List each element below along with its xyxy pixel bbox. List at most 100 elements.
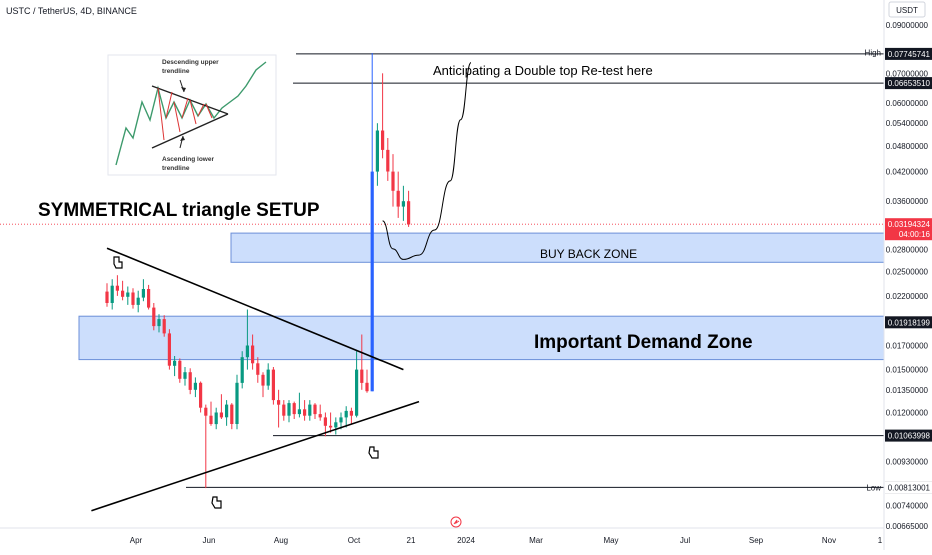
- candle: [277, 389, 281, 428]
- candle: [110, 279, 114, 310]
- price-tick-label: 0.05400000: [886, 119, 929, 128]
- candle: [240, 351, 244, 389]
- candle: [349, 407, 353, 424]
- price-tick-label: 0.00665000: [886, 522, 929, 531]
- candle: [261, 372, 265, 398]
- time-axis-label: Jul: [680, 536, 690, 545]
- candle: [360, 334, 364, 390]
- price-tick-label: 0.04800000: [886, 142, 929, 151]
- price-badge-tag: High: [865, 49, 881, 58]
- candle: [313, 403, 317, 419]
- levels-layer: [0, 53, 884, 488]
- price-badges: 0.07800000High0.077457410.066535100.0319…: [865, 46, 932, 494]
- candle: [209, 401, 213, 426]
- pointer-hand-icon: [368, 446, 379, 459]
- price-tick-label: 0.07000000: [886, 69, 929, 78]
- setup-title: SYMMETRICAL triangle SETUP: [38, 200, 320, 221]
- price-badge: 0.06653510: [885, 77, 932, 90]
- price-tick-label: 0.00930000: [886, 458, 929, 467]
- candle: [115, 275, 119, 296]
- candle: [287, 400, 291, 423]
- price-badge-value: 0.00813001: [888, 483, 931, 492]
- candle: [256, 357, 260, 383]
- candle: [147, 284, 151, 310]
- time-axis-label: Aug: [274, 536, 288, 545]
- candle: [225, 400, 229, 426]
- buy-back-zone-label: BUY BACK ZONE: [540, 247, 637, 261]
- candle: [214, 407, 218, 430]
- price-badge-value: 0.01918199: [888, 318, 931, 327]
- candle: [219, 394, 223, 419]
- candle: [152, 303, 156, 331]
- zone-rect[interactable]: [230, 232, 885, 263]
- candle: [370, 53, 374, 392]
- candle: [401, 185, 405, 221]
- price-tick-label: 0.06000000: [886, 99, 929, 108]
- candle: [303, 400, 307, 421]
- price-tick-label: 0.00740000: [886, 501, 929, 510]
- inset-lower-label-1: Ascending lower: [162, 156, 214, 163]
- time-axis-label: 21: [407, 536, 416, 545]
- price-badge-value: 0.07745741: [888, 50, 931, 59]
- time-axis-label: 2024: [457, 536, 475, 545]
- symbol-title: USTC / TetherUS, 4D, BINANCE: [6, 6, 137, 16]
- candle: [204, 404, 208, 489]
- price-badge: 0.01063998: [885, 429, 932, 442]
- time-axis-label: Sep: [749, 536, 764, 545]
- zone-rect[interactable]: [78, 315, 885, 361]
- candle: [126, 286, 130, 305]
- tradingview-logo-icon: [450, 516, 462, 528]
- time-axis-label: Mar: [529, 536, 543, 545]
- projection-curve[interactable]: [382, 62, 472, 260]
- candle: [329, 412, 333, 433]
- candles-layer: [105, 53, 411, 489]
- candle: [136, 290, 140, 313]
- time-axis[interactable]: Apr Jun Aug Oct 21 2024 Mar May Jul Sep Nov 1: [130, 536, 883, 545]
- candle: [407, 190, 411, 227]
- price-axis-bg[interactable]: [884, 0, 932, 550]
- price-tick-label: 0.01700000: [886, 342, 929, 351]
- price-tick-label: 0.04200000: [886, 168, 929, 177]
- price-badge: 0.00813001 Low: [866, 481, 932, 494]
- currency-badge-label: USDT: [896, 6, 918, 15]
- price-badge-value: 0.01063998: [888, 432, 931, 441]
- currency-badge[interactable]: USDT: [888, 1, 926, 18]
- candle: [386, 138, 390, 181]
- price-tick-label: 0.09000000: [886, 21, 929, 30]
- price-badge-value: 0.06653510: [888, 79, 931, 88]
- inset-triangle-diagram: Descending upper trendline Ascending low…: [107, 54, 277, 176]
- price-tick-label: 0.02500000: [886, 267, 929, 276]
- price-badge-countdown: 04:00:16: [899, 230, 931, 239]
- candle: [167, 329, 171, 370]
- trendline[interactable]: [106, 247, 404, 371]
- inset-upper-label-1: Descending upper: [162, 59, 219, 66]
- candle: [121, 280, 125, 301]
- price-tick-label: 0.01200000: [886, 409, 929, 418]
- pointer-hand-icon: [211, 496, 222, 509]
- candle: [396, 171, 400, 218]
- candle: [162, 315, 166, 337]
- candle: [199, 381, 203, 413]
- candle: [391, 154, 395, 207]
- candle: [297, 392, 301, 418]
- candle: [131, 288, 135, 309]
- time-axis-label: Apr: [130, 536, 143, 545]
- candle: [381, 73, 385, 159]
- price-tick-label: 0.02800000: [886, 246, 929, 255]
- time-axis-label: Jun: [203, 536, 216, 545]
- zones-layer: [78, 232, 885, 361]
- candle: [292, 401, 296, 419]
- candle: [339, 412, 343, 430]
- trendline[interactable]: [91, 400, 420, 512]
- trendlines-layer: [91, 62, 472, 512]
- candle: [141, 279, 145, 302]
- pointer-hand-icon: [113, 256, 123, 269]
- candle: [230, 403, 234, 430]
- price-badge-value: 0.03194324: [888, 220, 931, 229]
- candle: [318, 404, 322, 421]
- price-tick-label: 0.03600000: [886, 197, 929, 206]
- time-axis-label: Nov: [822, 536, 836, 545]
